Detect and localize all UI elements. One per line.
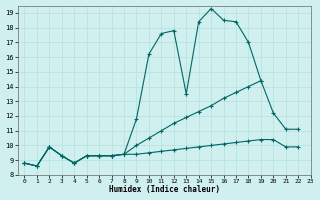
- X-axis label: Humidex (Indice chaleur): Humidex (Indice chaleur): [109, 185, 220, 194]
